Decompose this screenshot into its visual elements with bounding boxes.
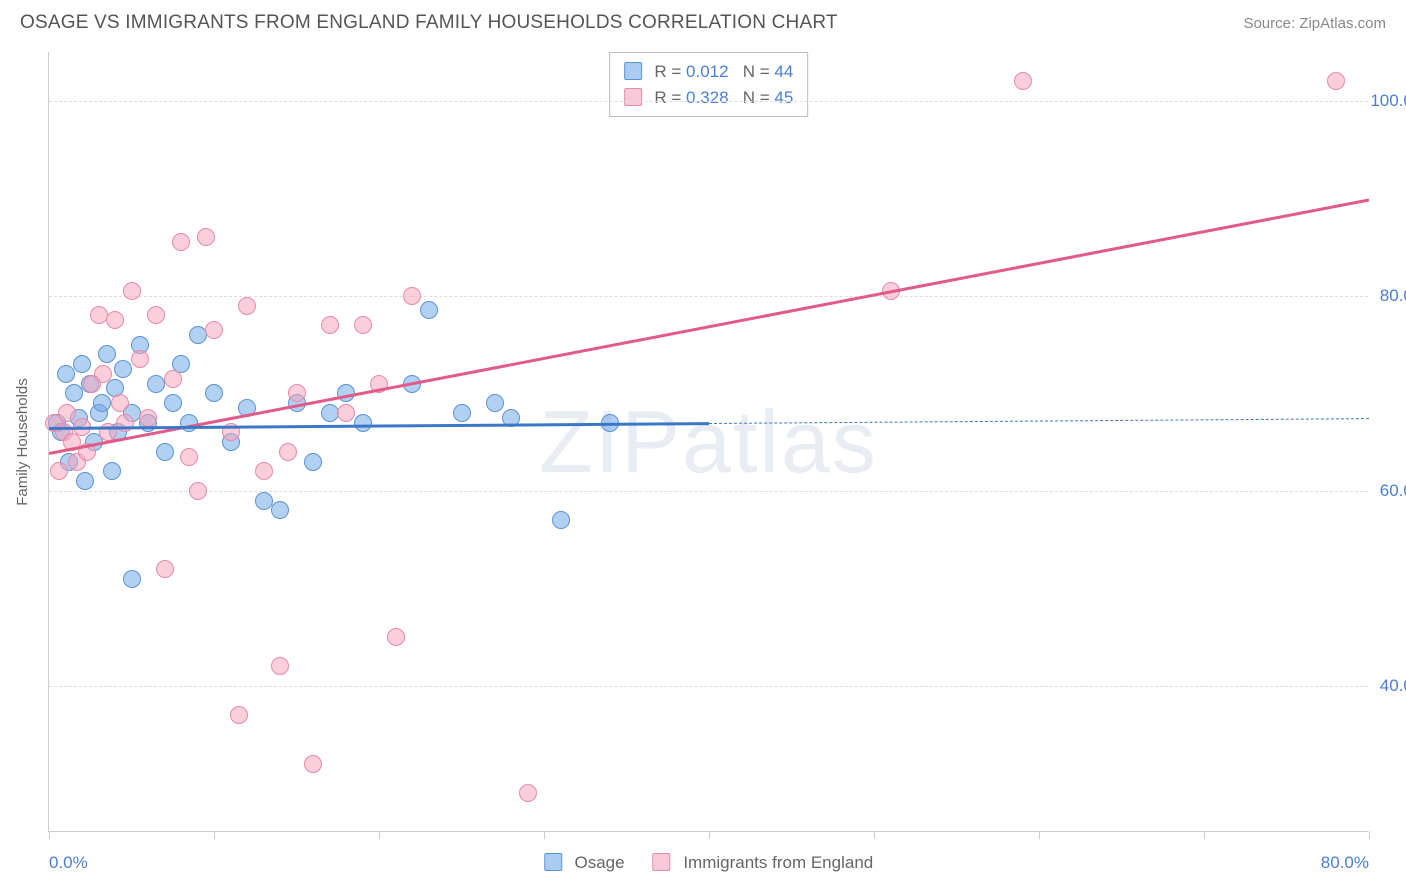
chart-title: OSAGE VS IMMIGRANTS FROM ENGLAND FAMILY … bbox=[20, 12, 838, 34]
x-tick bbox=[49, 831, 50, 839]
data-point bbox=[271, 657, 289, 675]
data-point bbox=[114, 360, 132, 378]
data-point bbox=[50, 462, 68, 480]
data-point bbox=[111, 394, 129, 412]
legend-item-osage: Osage bbox=[544, 853, 625, 873]
data-point bbox=[304, 453, 322, 471]
data-point bbox=[139, 409, 157, 427]
data-point bbox=[147, 375, 165, 393]
data-point bbox=[57, 365, 75, 383]
gridline bbox=[49, 491, 1368, 492]
y-tick-label: 100.0% bbox=[1370, 91, 1406, 111]
gridline bbox=[49, 686, 1368, 687]
data-point bbox=[90, 306, 108, 324]
data-point bbox=[271, 501, 289, 519]
data-point bbox=[65, 384, 83, 402]
x-tick bbox=[1369, 831, 1370, 839]
data-point bbox=[172, 233, 190, 251]
data-point bbox=[156, 443, 174, 461]
data-point bbox=[94, 365, 112, 383]
data-point bbox=[106, 311, 124, 329]
data-point bbox=[519, 784, 537, 802]
data-point bbox=[147, 306, 165, 324]
data-point bbox=[337, 404, 355, 422]
data-point bbox=[321, 316, 339, 334]
data-point bbox=[1014, 72, 1032, 90]
x-tick-label: 0.0% bbox=[49, 853, 88, 873]
stat-legend: R = 0.012 N = 44 R = 0.328 N = 45 bbox=[609, 52, 809, 117]
x-tick bbox=[1039, 831, 1040, 839]
watermark: ZIPatlas bbox=[539, 391, 878, 493]
data-point bbox=[164, 370, 182, 388]
swatch-pink-icon bbox=[624, 88, 642, 106]
swatch-pink-icon bbox=[653, 853, 671, 871]
data-point bbox=[156, 560, 174, 578]
stat-row-osage: R = 0.012 N = 44 bbox=[624, 59, 794, 85]
data-point bbox=[354, 316, 372, 334]
data-point bbox=[453, 404, 471, 422]
data-point bbox=[255, 492, 273, 510]
data-point bbox=[76, 472, 94, 490]
y-axis-label: Family Households bbox=[14, 378, 31, 506]
data-point bbox=[180, 448, 198, 466]
trend-line bbox=[49, 198, 1369, 454]
data-point bbox=[197, 228, 215, 246]
bottom-legend: Osage Immigrants from England bbox=[544, 853, 873, 873]
y-tick-label: 80.0% bbox=[1380, 286, 1406, 306]
x-tick bbox=[874, 831, 875, 839]
data-point bbox=[1327, 72, 1345, 90]
data-point bbox=[123, 570, 141, 588]
y-tick-label: 40.0% bbox=[1380, 676, 1406, 696]
x-tick bbox=[214, 831, 215, 839]
data-point bbox=[403, 287, 421, 305]
swatch-blue-icon bbox=[544, 853, 562, 871]
stat-row-england: R = 0.328 N = 45 bbox=[624, 85, 794, 111]
data-point bbox=[304, 755, 322, 773]
swatch-blue-icon bbox=[624, 62, 642, 80]
data-point bbox=[238, 297, 256, 315]
x-tick bbox=[544, 831, 545, 839]
data-point bbox=[255, 462, 273, 480]
data-point bbox=[321, 404, 339, 422]
legend-item-england: Immigrants from England bbox=[653, 853, 874, 873]
data-point bbox=[387, 628, 405, 646]
data-point bbox=[103, 462, 121, 480]
data-point bbox=[486, 394, 504, 412]
data-point bbox=[164, 394, 182, 412]
data-point bbox=[205, 321, 223, 339]
data-point bbox=[123, 282, 141, 300]
x-tick bbox=[709, 831, 710, 839]
chart-header: OSAGE VS IMMIGRANTS FROM ENGLAND FAMILY … bbox=[0, 0, 1406, 42]
data-point bbox=[230, 706, 248, 724]
data-point bbox=[189, 326, 207, 344]
data-point bbox=[58, 404, 76, 422]
data-point bbox=[98, 345, 116, 363]
data-point bbox=[189, 482, 207, 500]
chart-container: Family Households ZIPatlas R = 0.012 N =… bbox=[0, 42, 1406, 882]
data-point bbox=[279, 443, 297, 461]
chart-source: Source: ZipAtlas.com bbox=[1243, 15, 1386, 32]
y-tick-label: 60.0% bbox=[1380, 481, 1406, 501]
plot-area: ZIPatlas R = 0.012 N = 44 R = 0.328 N = … bbox=[48, 52, 1368, 832]
data-point bbox=[93, 394, 111, 412]
data-point bbox=[205, 384, 223, 402]
data-point bbox=[73, 355, 91, 373]
trend-line-extended bbox=[709, 418, 1369, 424]
gridline bbox=[49, 101, 1368, 102]
data-point bbox=[131, 350, 149, 368]
data-point bbox=[288, 384, 306, 402]
data-point bbox=[552, 511, 570, 529]
data-point bbox=[354, 414, 372, 432]
data-point bbox=[420, 301, 438, 319]
x-tick bbox=[1204, 831, 1205, 839]
x-tick bbox=[379, 831, 380, 839]
x-tick-label: 80.0% bbox=[1321, 853, 1369, 873]
